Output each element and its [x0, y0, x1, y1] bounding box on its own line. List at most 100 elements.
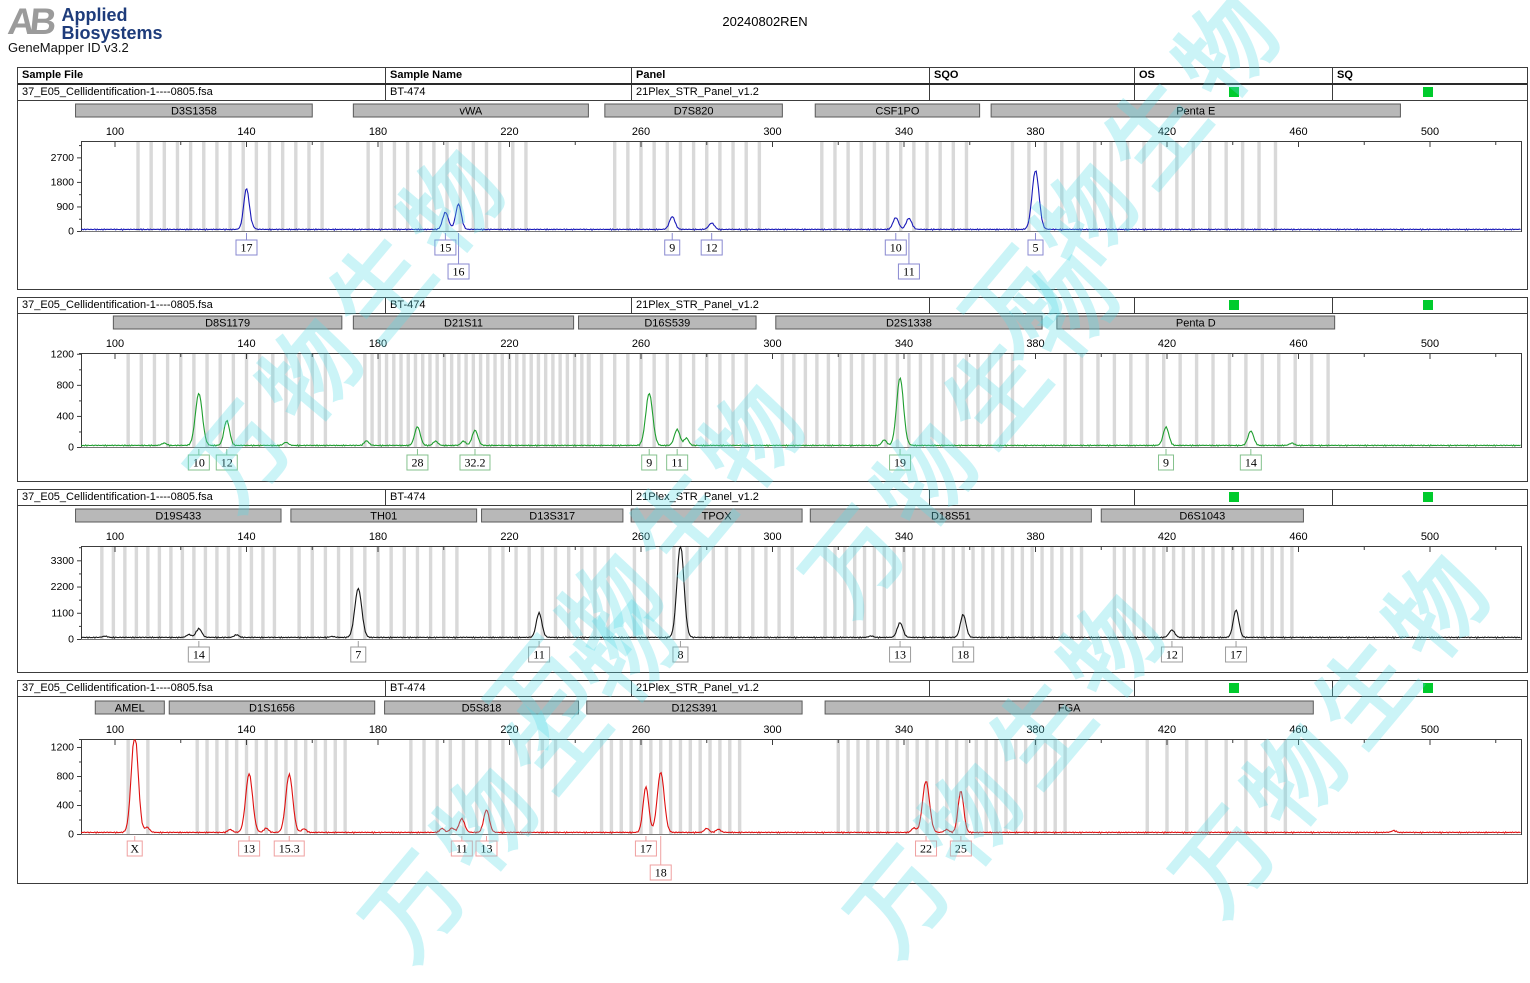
allele-label-vWA-16[interactable]: 16 — [447, 233, 470, 280]
svg-text:D1S1656: D1S1656 — [249, 703, 295, 715]
allele-label-D3S1358-17[interactable]: 17 — [235, 233, 258, 256]
allele-label-D13S317-11[interactable]: 11 — [528, 641, 551, 663]
allele-label-D7S820-9[interactable]: 9 — [664, 233, 681, 256]
y-tick-label: 2700 — [51, 152, 75, 164]
svg-text:19: 19 — [894, 456, 906, 470]
allele-label-D1S1656-15.3[interactable]: 15.3 — [273, 836, 305, 857]
col-os[interactable]: OS — [1134, 68, 1336, 83]
svg-text:Penta D: Penta D — [1176, 318, 1216, 330]
sample-row[interactable]: 37_E05_Cellidentification-1----0805.fsa B… — [18, 490, 1527, 506]
col-panel[interactable]: Panel — [631, 68, 933, 83]
panel-cell[interactable]: 21Plex_STR_Panel_v1.2 — [631, 681, 933, 696]
x-tick-label: 100 — [106, 724, 124, 736]
svg-text:11: 11 — [533, 648, 545, 662]
svg-text:D21S11: D21S11 — [444, 318, 483, 330]
sq-pass-indicator — [1423, 87, 1433, 97]
col-sq[interactable]: SQ — [1332, 68, 1527, 83]
marker-bar-D3S1358: D3S1358 — [75, 103, 313, 118]
allele-label-D7S820-12[interactable]: 12 — [700, 233, 723, 256]
sample-file-cell[interactable]: 37_E05_Cellidentification-1----0805.fsa — [22, 491, 213, 503]
sample-name-cell[interactable]: BT-474 — [385, 298, 635, 313]
sq-cell[interactable] — [1332, 490, 1527, 505]
sample-file-cell[interactable]: 37_E05_Cellidentification-1----0805.fsa — [22, 299, 213, 311]
x-tick-label: 100 — [106, 531, 124, 543]
allele-label-FGA-22[interactable]: 22 — [915, 836, 938, 857]
os-cell[interactable] — [1134, 490, 1336, 505]
allele-label-D19S433-14[interactable]: 14 — [187, 641, 210, 663]
allele-label-D1S1656-13[interactable]: 13 — [238, 836, 261, 857]
col-sample-name[interactable]: Sample Name — [385, 68, 635, 83]
allele-label-TH01-7[interactable]: 7 — [350, 641, 367, 663]
os-pass-indicator — [1229, 87, 1239, 97]
allele-label-CSF1PO-11[interactable]: 11 — [897, 233, 920, 280]
allele-label-D6S1043-17[interactable]: 17 — [1225, 641, 1248, 663]
sample-row[interactable]: 37_E05_Cellidentification-1----0805.fsa B… — [18, 681, 1527, 697]
allele-label-vWA-15[interactable]: 15 — [434, 233, 457, 256]
allele-label-D5S818-11[interactable]: 11 — [450, 836, 473, 857]
col-sample-file[interactable]: Sample File — [22, 69, 84, 81]
col-sqo[interactable]: SQO — [929, 68, 1138, 83]
x-tick-label: 180 — [369, 531, 387, 543]
x-tick-label: 420 — [1158, 531, 1176, 543]
sqo-cell[interactable] — [929, 85, 1138, 100]
y-tick-label: 1800 — [51, 176, 75, 188]
panel-cell[interactable]: 21Plex_STR_Panel_v1.2 — [631, 85, 933, 100]
sqo-cell[interactable] — [929, 490, 1138, 505]
svg-text:28: 28 — [411, 456, 423, 470]
allele-label-D12S391-17[interactable]: 17 — [634, 836, 657, 857]
allele-label-D21S11-32.2[interactable]: 32.2 — [459, 449, 491, 471]
sq-cell[interactable] — [1332, 85, 1527, 100]
allele-label-D2S1338-19[interactable]: 19 — [889, 449, 912, 471]
svg-text:11: 11 — [903, 265, 915, 279]
allele-label-D16S539-11[interactable]: 11 — [666, 449, 689, 471]
sample-name-cell[interactable]: BT-474 — [385, 85, 635, 100]
allele-label-D8S1179-12[interactable]: 12 — [215, 449, 238, 471]
svg-text:9: 9 — [1163, 456, 1169, 470]
allele-label-D8S1179-10[interactable]: 10 — [187, 449, 210, 471]
x-tick-label: 300 — [763, 338, 781, 350]
allele-label-D6S1043-12[interactable]: 12 — [1160, 641, 1183, 663]
os-cell[interactable] — [1134, 85, 1336, 100]
allele-label-D16S539-9[interactable]: 9 — [641, 449, 658, 471]
sq-cell[interactable] — [1332, 681, 1527, 696]
allele-label-CSF1PO-10[interactable]: 10 — [884, 233, 907, 256]
allele-label-D18S51-18[interactable]: 18 — [952, 641, 975, 663]
x-tick-label: 180 — [369, 126, 387, 138]
allele-label-AMEL-X[interactable]: X — [126, 836, 143, 857]
svg-text:17: 17 — [241, 241, 253, 255]
plot-area-black[interactable]: D19S433 TH01 D13S317 TPOX D18S51 D6S1043 100 14… — [18, 506, 1527, 672]
allele-label-Penta D-14[interactable]: 14 — [1239, 449, 1262, 471]
sample-row[interactable]: 37_E05_Cellidentification-1----0805.fsa B… — [18, 85, 1527, 101]
os-cell[interactable] — [1134, 298, 1336, 313]
svg-text:12: 12 — [706, 241, 718, 255]
sample-name-cell[interactable]: BT-474 — [385, 681, 635, 696]
sample-file-cell[interactable]: 37_E05_Cellidentification-1----0805.fsa — [22, 682, 213, 694]
sqo-cell[interactable] — [929, 298, 1138, 313]
os-cell[interactable] — [1134, 681, 1336, 696]
allele-label-Penta E-5[interactable]: 5 — [1027, 233, 1044, 256]
sq-cell[interactable] — [1332, 298, 1527, 313]
marker-bar-TPOX: TPOX — [630, 508, 803, 523]
allele-label-D5S818-13[interactable]: 13 — [475, 836, 498, 857]
marker-bar-vWA: vWA — [352, 103, 589, 118]
sq-pass-indicator — [1423, 492, 1433, 502]
allele-label-D18S51-13[interactable]: 13 — [889, 641, 912, 663]
allele-label-D21S11-28[interactable]: 28 — [406, 449, 429, 471]
app-version: GeneMapper ID v3.2 — [8, 40, 129, 55]
svg-text:11: 11 — [671, 456, 683, 470]
allele-label-Penta D-9[interactable]: 9 — [1158, 449, 1175, 471]
x-tick-label: 220 — [500, 126, 518, 138]
panel-cell[interactable]: 21Plex_STR_Panel_v1.2 — [631, 298, 933, 313]
allele-label-FGA-25[interactable]: 25 — [949, 836, 972, 857]
allele-label-TPOX-8[interactable]: 8 — [672, 641, 689, 663]
svg-text:9: 9 — [669, 241, 675, 255]
sample-file-cell[interactable]: 37_E05_Cellidentification-1----0805.fsa — [22, 86, 213, 98]
sqo-cell[interactable] — [929, 681, 1138, 696]
sample-row[interactable]: 37_E05_Cellidentification-1----0805.fsa B… — [18, 298, 1527, 314]
sample-name-cell[interactable]: BT-474 — [385, 490, 635, 505]
x-tick-label: 140 — [237, 531, 255, 543]
panel-cell[interactable]: 21Plex_STR_Panel_v1.2 — [631, 490, 933, 505]
